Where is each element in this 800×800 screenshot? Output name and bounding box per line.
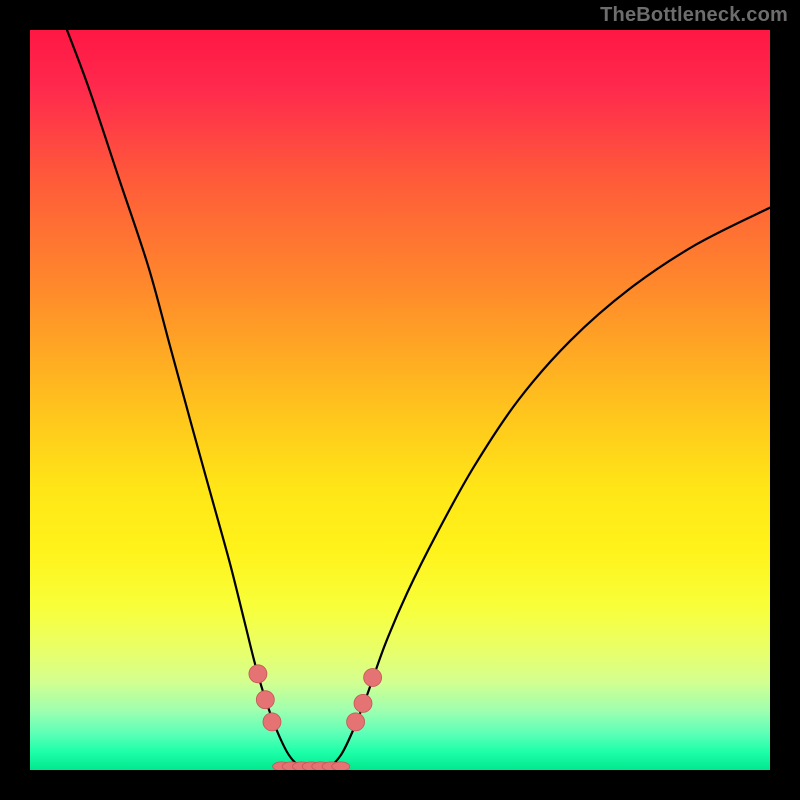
gradient-background xyxy=(30,30,770,770)
marker-dot xyxy=(249,665,267,683)
marker-dot xyxy=(364,669,382,687)
marker-dot xyxy=(256,691,274,709)
watermark-text: TheBottleneck.com xyxy=(600,4,788,27)
chart-frame: TheBottleneck.com xyxy=(0,0,800,800)
marker-dot xyxy=(347,713,365,731)
marker-dot xyxy=(332,762,350,770)
marker-dot xyxy=(354,694,372,712)
marker-dot xyxy=(263,713,281,731)
plot-area xyxy=(30,30,770,770)
